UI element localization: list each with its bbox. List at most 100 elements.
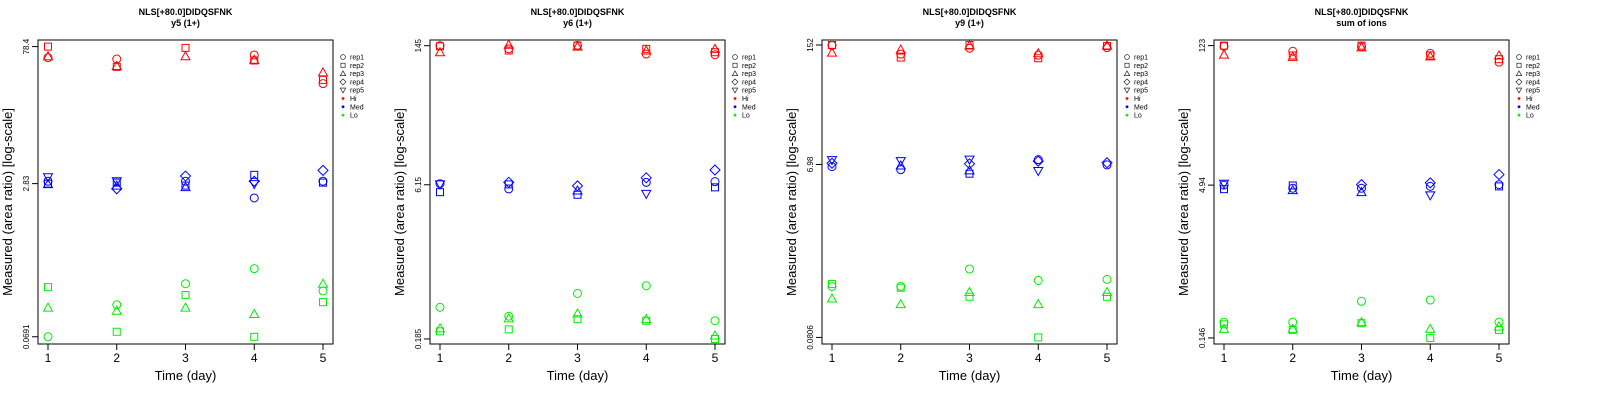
data-point-lo-rep3 bbox=[1424, 323, 1436, 333]
data-point-hi-rep3 bbox=[111, 60, 123, 70]
data-point-lo-rep1 bbox=[43, 332, 53, 342]
legend-entry: Lo bbox=[1526, 113, 1534, 120]
data-point-hi-rep3 bbox=[317, 66, 329, 77]
legend-entry: rep3 bbox=[1134, 71, 1148, 78]
data-point-med-rep2 bbox=[112, 178, 121, 187]
legend-dot-med bbox=[733, 105, 737, 109]
data-point-med-rep4 bbox=[709, 164, 721, 176]
data-point-lo-rep1 bbox=[827, 281, 837, 291]
data-point-hi-rep2 bbox=[44, 42, 52, 51]
legend-entry: rep5 bbox=[1134, 88, 1148, 95]
data-point-hi-rep3 bbox=[572, 41, 583, 51]
data-point-med-rep3 bbox=[1287, 184, 1299, 195]
y-axis-label: Measured (area ratio) [log-scale] bbox=[1176, 108, 1191, 296]
data-point-hi-rep2 bbox=[436, 42, 444, 51]
x-tick-label: 2 bbox=[897, 351, 904, 365]
legend-entry: Lo bbox=[1134, 113, 1142, 120]
x-axis-label: Time (day) bbox=[939, 368, 1001, 383]
data-point-lo-rep1 bbox=[965, 264, 974, 274]
data-point-med-rep2 bbox=[573, 190, 582, 199]
legend-symbol-rep1 bbox=[1516, 54, 1522, 60]
data-point-lo-rep3 bbox=[42, 302, 54, 312]
data-point-lo-rep2 bbox=[1220, 320, 1228, 329]
legend-symbol-rep4 bbox=[731, 78, 739, 86]
legend-dot-hi bbox=[1517, 97, 1521, 100]
legend-dot-lo bbox=[341, 113, 345, 117]
x-tick-label: 5 bbox=[1104, 351, 1111, 365]
legend-marker-rep1 bbox=[1124, 54, 1130, 60]
data-point-lo-rep3 bbox=[1032, 298, 1044, 309]
data-point-med-rep2 bbox=[711, 183, 719, 192]
legend-dot-med bbox=[1517, 105, 1521, 109]
data-point-lo-rep2 bbox=[181, 291, 190, 300]
data-point-hi-rep3 bbox=[1493, 49, 1505, 60]
data-point-med-rep1 bbox=[1357, 183, 1366, 193]
data-point-lo-rep2 bbox=[1426, 333, 1435, 342]
data-point-med-rep1 bbox=[1425, 181, 1435, 191]
x-tick-label: 3 bbox=[182, 351, 189, 365]
legend-symbol-rep1 bbox=[732, 54, 738, 60]
data-point-med-rep1 bbox=[641, 177, 651, 187]
y-tick-label: 0.146 bbox=[1198, 327, 1207, 348]
chart-title: NLS[+80.0]DIDQSFNK bbox=[531, 7, 625, 17]
legend-marker-rep4 bbox=[731, 78, 739, 86]
data-point-med-rep3 bbox=[1356, 186, 1367, 197]
data-point-hi-rep3 bbox=[180, 50, 191, 61]
legend-marker-rep4 bbox=[1123, 78, 1131, 86]
legend-entry: Med bbox=[742, 104, 756, 111]
data-point-med-rep1 bbox=[1494, 180, 1504, 190]
data-point-med-rep4 bbox=[111, 183, 123, 195]
data-point-lo-rep2 bbox=[1357, 319, 1366, 328]
legend-entry: rep4 bbox=[742, 79, 756, 86]
legend-symbol-rep3 bbox=[731, 70, 739, 76]
legend-symbol-rep1 bbox=[340, 54, 346, 60]
legend-symbol-rep1 bbox=[1124, 54, 1130, 60]
legend-entry: Hi bbox=[742, 96, 749, 103]
data-point-med-rep1 bbox=[504, 184, 514, 194]
legend-marker-rep3 bbox=[339, 70, 347, 76]
x-tick-label: 4 bbox=[643, 351, 650, 365]
data-point-med-rep1 bbox=[1288, 183, 1298, 193]
legend-symbol-rep5 bbox=[1515, 87, 1523, 94]
y-axis-label: Measured (area ratio) [log-scale] bbox=[392, 108, 407, 296]
legend-dot-hi bbox=[733, 97, 737, 100]
legend-entry: rep4 bbox=[1526, 79, 1540, 86]
data-point-lo-rep1 bbox=[181, 279, 190, 289]
legend-symbol-rep4 bbox=[1123, 78, 1131, 86]
x-tick-label: 2 bbox=[505, 351, 512, 365]
legend-entry: rep2 bbox=[1134, 63, 1148, 70]
legend-entry: rep5 bbox=[350, 88, 364, 95]
x-tick-label: 1 bbox=[829, 351, 836, 365]
legend-marker-rep4 bbox=[339, 78, 347, 86]
data-point-lo-rep1 bbox=[249, 264, 259, 274]
legend-entry: rep2 bbox=[1526, 63, 1540, 70]
data-point-lo-rep2 bbox=[1103, 292, 1111, 301]
data-point-hi-rep3 bbox=[434, 46, 446, 57]
legend-marker-rep5 bbox=[731, 87, 739, 94]
data-point-lo-rep3 bbox=[180, 302, 191, 312]
data-point-lo-rep3 bbox=[572, 307, 583, 318]
data-point-lo-rep3 bbox=[1218, 323, 1230, 333]
x-tick-label: 3 bbox=[966, 351, 973, 365]
legend-entry: rep1 bbox=[1134, 55, 1148, 62]
legend-entry: rep3 bbox=[350, 71, 364, 78]
data-point-med-rep3 bbox=[42, 178, 54, 189]
y-tick-label: 123 bbox=[1198, 38, 1207, 52]
data-point-med-rep5 bbox=[1218, 179, 1230, 190]
legend-marker-rep2 bbox=[732, 62, 738, 68]
legend-entry: rep3 bbox=[742, 71, 756, 78]
data-point-hi-rep1 bbox=[710, 50, 720, 60]
data-point-med-rep4 bbox=[826, 157, 838, 169]
legend-symbol-rep3 bbox=[339, 70, 347, 76]
data-point-med-rep3 bbox=[180, 181, 191, 192]
data-point-lo-rep3 bbox=[1101, 286, 1113, 297]
data-point-lo-rep3 bbox=[248, 308, 260, 319]
legend-entry: rep2 bbox=[742, 63, 756, 70]
legend-entry: Med bbox=[1134, 104, 1148, 111]
x-tick-label: 1 bbox=[437, 351, 444, 365]
data-point-lo-rep3 bbox=[826, 292, 838, 303]
data-point-med-rep2 bbox=[436, 188, 444, 197]
x-tick-label: 4 bbox=[251, 351, 258, 365]
legend-entry: rep1 bbox=[742, 55, 756, 62]
